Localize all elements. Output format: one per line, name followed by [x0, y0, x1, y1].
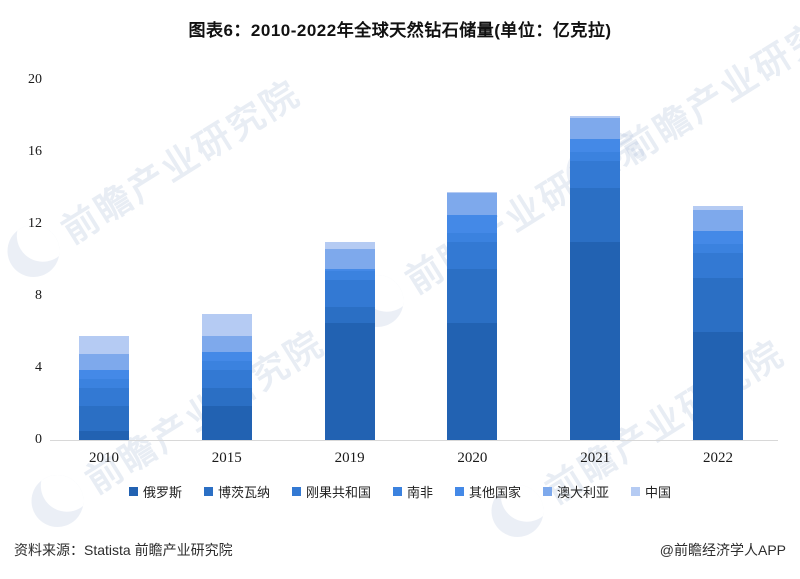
bar-segment-中国	[447, 191, 498, 194]
bar-segment-澳大利亚	[79, 353, 129, 370]
bar-segment-刚果共和国	[570, 161, 621, 188]
legend-item-南非: 南非	[392, 482, 433, 501]
bar-segment-南非	[201, 360, 252, 370]
bar-segment-南非	[324, 270, 375, 280]
legend-label: 澳大利亚	[557, 485, 610, 500]
bar-segment-博茨瓦纳	[693, 278, 743, 332]
legend-label: 博茨瓦纳	[217, 485, 270, 500]
bar-segment-南非	[570, 152, 621, 161]
legend-item-其他国家: 其他国家	[455, 482, 521, 501]
stacked-bar-2010	[79, 335, 129, 440]
legend-item-刚果共和国: 刚果共和国	[291, 482, 371, 501]
bar-segment-博茨瓦纳	[79, 405, 129, 431]
legend-swatch-icon	[543, 487, 553, 496]
legend-swatch-icon	[128, 487, 138, 496]
y-axis-tick-label: 12	[28, 216, 42, 231]
bar-segment-刚果共和国	[79, 387, 129, 406]
bar-segment-其他国家	[570, 139, 621, 152]
bar-segment-南非	[79, 378, 129, 388]
bar-segment-博茨瓦纳	[447, 269, 498, 323]
bar-segment-其他国家	[201, 351, 252, 361]
bar-segment-澳大利亚	[693, 209, 743, 232]
legend-label: 刚果共和国	[305, 485, 371, 500]
legend-swatch-icon	[291, 487, 301, 496]
legend-label: 其他国家	[469, 485, 522, 500]
stacked-bar-2019	[324, 242, 375, 440]
bar-segment-中国	[324, 242, 375, 250]
source-note: 资料来源：Statista 前瞻产业研究院	[14, 542, 233, 558]
bar-segment-澳大利亚	[324, 249, 375, 270]
legend-swatch-icon	[392, 487, 402, 496]
legend-item-俄罗斯: 俄罗斯	[128, 482, 182, 501]
bar-segment-其他国家	[324, 269, 375, 271]
bar-segment-其他国家	[79, 369, 129, 379]
credit-note: @前瞻经济学人APP	[659, 542, 786, 558]
y-axis-tick-label: 8	[35, 288, 42, 303]
bar-segment-刚果共和国	[201, 369, 252, 388]
legend-item-澳大利亚: 澳大利亚	[543, 482, 609, 501]
bar-segment-刚果共和国	[447, 242, 498, 269]
x-axis-label: 2010	[89, 450, 119, 466]
legend-item-中国: 中国	[631, 482, 671, 501]
y-axis-tick-label: 4	[35, 360, 42, 375]
x-axis-label: 2021	[580, 450, 611, 466]
bar-segment-俄罗斯	[201, 405, 252, 440]
y-axis-tick-label: 16	[28, 144, 42, 159]
legend-label: 中国	[645, 485, 672, 500]
bar-segment-俄罗斯	[324, 323, 375, 440]
bar-segment-俄罗斯	[79, 431, 129, 440]
y-axis-tick-label: 0	[35, 432, 42, 447]
bar-segment-刚果共和国	[324, 279, 375, 307]
bar-segment-澳大利亚	[201, 335, 252, 352]
bar-segment-俄罗斯	[693, 332, 743, 440]
bar-segment-澳大利亚	[570, 117, 621, 140]
legend-swatch-icon	[631, 487, 641, 496]
bar-segment-南非	[447, 233, 498, 242]
bar-segment-澳大利亚	[447, 193, 498, 215]
bar-segment-博茨瓦纳	[324, 306, 375, 323]
bar-segment-中国	[693, 206, 743, 210]
bar-segment-其他国家	[447, 215, 498, 233]
x-axis-label: 2015	[211, 450, 242, 466]
legend-swatch-icon	[455, 487, 464, 496]
bar-segment-博茨瓦纳	[201, 387, 252, 406]
bar-segment-俄罗斯	[447, 323, 498, 440]
bar-segment-中国	[79, 335, 129, 354]
stacked-bar-2021	[570, 116, 621, 440]
x-axis-label: 2020	[457, 450, 488, 466]
stacked-bar-2015	[201, 314, 252, 440]
bar-segment-俄罗斯	[570, 242, 621, 440]
legend-item-博茨瓦纳: 博茨瓦纳	[203, 482, 270, 501]
bar-segment-中国	[570, 116, 621, 118]
legend: 俄罗斯 博茨瓦纳 刚果共和国 南非 其他国家 澳大利亚 中国	[0, 482, 800, 501]
legend-label: 南非	[406, 485, 433, 500]
x-axis-label: 2019	[334, 450, 365, 466]
chart-title: 图表6：2010-2022年全球天然钻石储量(单位：亿克拉)	[188, 21, 612, 40]
x-axis-line	[50, 440, 778, 441]
legend-swatch-icon	[203, 487, 213, 496]
x-axis-label: 2022	[703, 450, 733, 466]
bar-segment-中国	[201, 314, 252, 336]
bar-segment-其他国家	[693, 231, 743, 244]
bar-segment-南非	[693, 243, 743, 253]
y-axis-tick-label: 20	[28, 72, 42, 87]
bar-segment-博茨瓦纳	[570, 188, 621, 242]
bar-segment-刚果共和国	[693, 252, 743, 278]
stacked-bar-2022	[693, 206, 743, 440]
legend-label: 俄罗斯	[142, 485, 182, 500]
stacked-bar-2020	[447, 191, 498, 440]
